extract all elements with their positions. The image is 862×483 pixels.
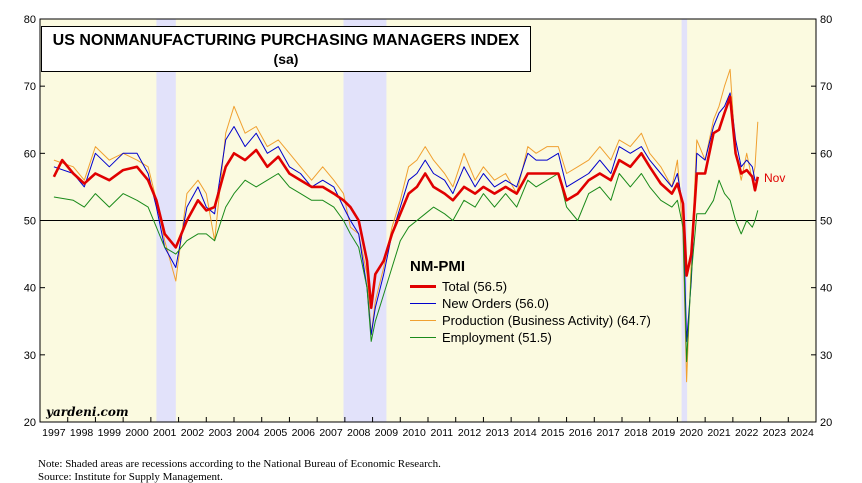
- x-tick-label-2019: 2019: [652, 427, 676, 439]
- x-tick-label-2012: 2012: [458, 427, 482, 439]
- legend-swatch-new-orders: [410, 303, 436, 304]
- x-tick-label-1998: 1998: [70, 427, 94, 439]
- legend-item-employment: Employment (51.5): [410, 329, 651, 346]
- x-tick-label-2004: 2004: [236, 427, 260, 439]
- y-tick-label-right-30: 30: [820, 350, 832, 362]
- x-tick-label-2018: 2018: [624, 427, 648, 439]
- series-lines: [52, 68, 760, 383]
- legend-item-new-orders: New Orders (56.0): [410, 295, 651, 312]
- x-tick-label-2023: 2023: [763, 427, 787, 439]
- legend-item-production: Production (Business Activity) (64.7): [410, 312, 651, 329]
- y-tick-label-right-50: 50: [820, 216, 832, 228]
- x-tick-label-2007: 2007: [319, 427, 343, 439]
- y-tick-label-left-60: 60: [24, 148, 36, 160]
- y-tick-label-right-20: 20: [820, 417, 832, 429]
- x-tick-label-1999: 1999: [98, 427, 122, 439]
- legend-label-employment: Employment (51.5): [442, 330, 552, 345]
- x-tick-label-2013: 2013: [486, 427, 510, 439]
- x-tick-label-2009: 2009: [375, 427, 399, 439]
- x-tick-label-2020: 2020: [680, 427, 704, 439]
- y-tick-label-right-80: 80: [820, 14, 832, 26]
- series-line-employment: [53, 173, 759, 363]
- y-tick-label-right-40: 40: [820, 283, 832, 295]
- chart-title: US NONMANUFACTURING PURCHASING MANAGERS …: [52, 32, 520, 49]
- x-tick-label-2024: 2024: [790, 427, 814, 439]
- y-tick-label-left-30: 30: [24, 350, 36, 362]
- legend-swatch-production: [410, 320, 436, 321]
- y-tick-label-left-80: 80: [24, 14, 36, 26]
- legend-swatch-total: [410, 285, 436, 288]
- legend-swatch-employment: [410, 337, 436, 338]
- x-tick-label-2005: 2005: [264, 427, 288, 439]
- legend-title: NM-PMI: [410, 258, 465, 275]
- title-box: US NONMANUFACTURING PURCHASING MANAGERS …: [41, 26, 531, 72]
- x-tick-label-2002: 2002: [181, 427, 205, 439]
- series-line-total: [52, 95, 760, 310]
- y-tick-label-left-50: 50: [24, 216, 36, 228]
- x-tick-label-2017: 2017: [596, 427, 620, 439]
- series-line-production-business-activity: [53, 68, 759, 383]
- legend-item-total: Total (56.5): [410, 278, 651, 295]
- chart-subtitle: (sa): [273, 51, 299, 67]
- legend: NM-PMI Total (56.5) New Orders (56.0) Pr…: [410, 258, 651, 346]
- x-tick-label-2021: 2021: [707, 427, 731, 439]
- brand-watermark: yardeni.com: [46, 405, 129, 419]
- footnote-source: Source: Institute for Supply Management.: [38, 471, 223, 483]
- x-tick-label-2022: 2022: [735, 427, 759, 439]
- plot-border: [39, 18, 817, 423]
- x-tick-label-2011: 2011: [431, 427, 454, 439]
- x-tick-label-2003: 2003: [208, 427, 232, 439]
- x-tick-label-2000: 2000: [125, 427, 149, 439]
- y-tick-label-right-70: 70: [820, 81, 832, 93]
- legend-label-new-orders: New Orders (56.0): [442, 296, 549, 311]
- legend-label-total: Total (56.5): [442, 279, 508, 294]
- x-tick-label-2016: 2016: [569, 427, 593, 439]
- x-axis: 1997 1998 1999 2000 2001 2002 2003 2004 2005 2006…: [39, 417, 817, 439]
- x-tick-label-2015: 2015: [541, 427, 565, 439]
- footnote-recessions: Note: Shaded areas are recessions accord…: [38, 458, 441, 470]
- y-tick-label-left-20: 20: [24, 417, 36, 429]
- y-axis: 20 20 30 30 40 40 50 50 60 60 70 70 80 80: [24, 14, 833, 429]
- x-tick-label-2001: 2001: [153, 427, 177, 439]
- y-tick-label-left-40: 40: [24, 283, 36, 295]
- x-tick-label-2010: 2010: [402, 427, 426, 439]
- x-tick-label-2008: 2008: [347, 427, 371, 439]
- x-tick-label-2014: 2014: [513, 427, 537, 439]
- series-line-new-orders: [53, 92, 758, 342]
- x-tick-label-1997: 1997: [42, 427, 66, 439]
- legend-label-production: Production (Business Activity) (64.7): [442, 313, 651, 328]
- y-tick-label-left-70: 70: [24, 81, 36, 93]
- annotation-nov: Nov: [764, 171, 786, 185]
- x-tick-label-2006: 2006: [292, 427, 316, 439]
- y-tick-label-right-60: 60: [820, 148, 832, 160]
